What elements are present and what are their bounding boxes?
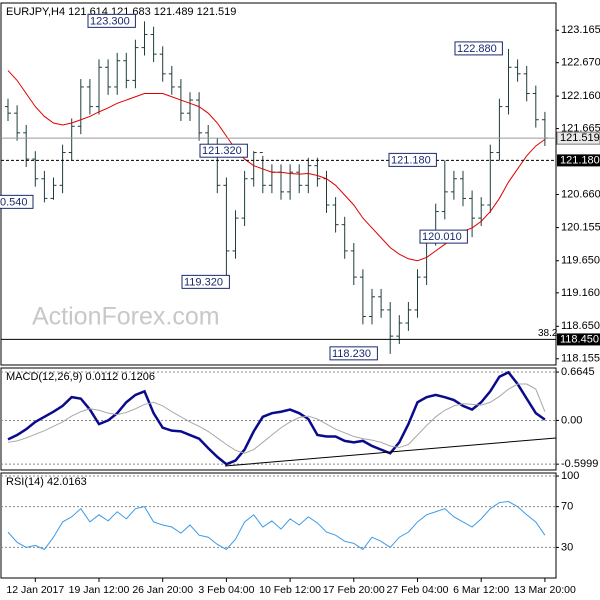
price-annotation: 119.320 [184, 276, 223, 288]
x-tick-label: 10 Feb 12:00 [259, 584, 321, 596]
y-tick-label: 118.650 [561, 320, 600, 332]
y-tick-label: 122.670 [561, 57, 600, 69]
y-tick-label: 121.665 [561, 122, 600, 134]
x-tick-label: 6 Mar 12:00 [453, 584, 509, 596]
x-tick-label: 17 Feb 20:00 [323, 584, 385, 596]
panel-frame [0, 367, 557, 471]
y-tick-label: 122.160 [561, 90, 600, 102]
x-tick-label: 13 Mar 20:00 [514, 584, 576, 596]
y-tick-label: -0.5999 [561, 458, 598, 470]
price-annotation: 121.320 [202, 145, 242, 157]
level-box [557, 333, 600, 346]
price-annotation-box [454, 41, 503, 56]
x-tick-label: 26 Jan 20:00 [132, 584, 193, 596]
y-tick-label: 119.160 [561, 287, 600, 299]
y-tick-label: 119.650 [561, 255, 600, 267]
price-annotation: 120.010 [422, 231, 462, 243]
price-annotation-box [181, 274, 230, 289]
fib-label: 38.2 [538, 328, 558, 339]
last-price-box [556, 131, 600, 145]
price-annotation-box [388, 152, 437, 167]
panel-frame [0, 2, 557, 366]
y-tick-label: 0.6645 [561, 366, 595, 378]
trend-line [224, 437, 557, 467]
series-line [7, 370, 546, 466]
last-price-label: 121.519 [560, 132, 600, 144]
level-box [557, 154, 600, 167]
price-annotation-box [329, 346, 378, 361]
price-annotation: 121.180 [391, 154, 431, 166]
y-tick-label: 30 [561, 541, 573, 553]
watermark: ActionForex.com [32, 303, 220, 331]
y-tick-label: 123.165 [561, 24, 600, 36]
price-annotation: 123.300 [90, 15, 130, 27]
y-tick-label: 118.155 [561, 353, 600, 365]
panel-title: EURJPY,H4 121.614 121.683 121.489 121.51… [6, 6, 236, 18]
series-line [7, 383, 546, 454]
price-annotation-box [199, 143, 248, 158]
y-tick-label: 0.00 [561, 414, 582, 426]
panel-title: MACD(12,26,9) 0.0112 0.1206 [6, 371, 155, 383]
panel-frame [0, 472, 557, 579]
price-annotation: 122.880 [457, 43, 497, 55]
series-line [7, 501, 546, 551]
x-tick-label: 3 Feb 04:00 [198, 584, 254, 596]
level-label: 118.450 [560, 333, 599, 345]
level-label: 121.180 [560, 154, 600, 166]
x-tick-label: 19 Jan 12:00 [69, 584, 130, 596]
y-tick-label: 120.155 [561, 222, 600, 234]
y-tick-label: 120.660 [561, 188, 600, 200]
panel-title: RSI(14) 42.0163 [6, 476, 87, 488]
x-tick-label: 12 Jan 2017 [6, 584, 64, 596]
price-annotation-box [0, 194, 34, 209]
y-tick-label: 100 [561, 470, 579, 482]
y-tick-label: 70 [561, 501, 573, 513]
price-annotation: 118.230 [332, 348, 371, 360]
price-annotation-box [87, 13, 136, 28]
x-tick-label: 27 Feb 04:00 [387, 584, 449, 596]
price-annotation-box [419, 229, 468, 244]
price-annotation: 0.540 [0, 196, 28, 208]
